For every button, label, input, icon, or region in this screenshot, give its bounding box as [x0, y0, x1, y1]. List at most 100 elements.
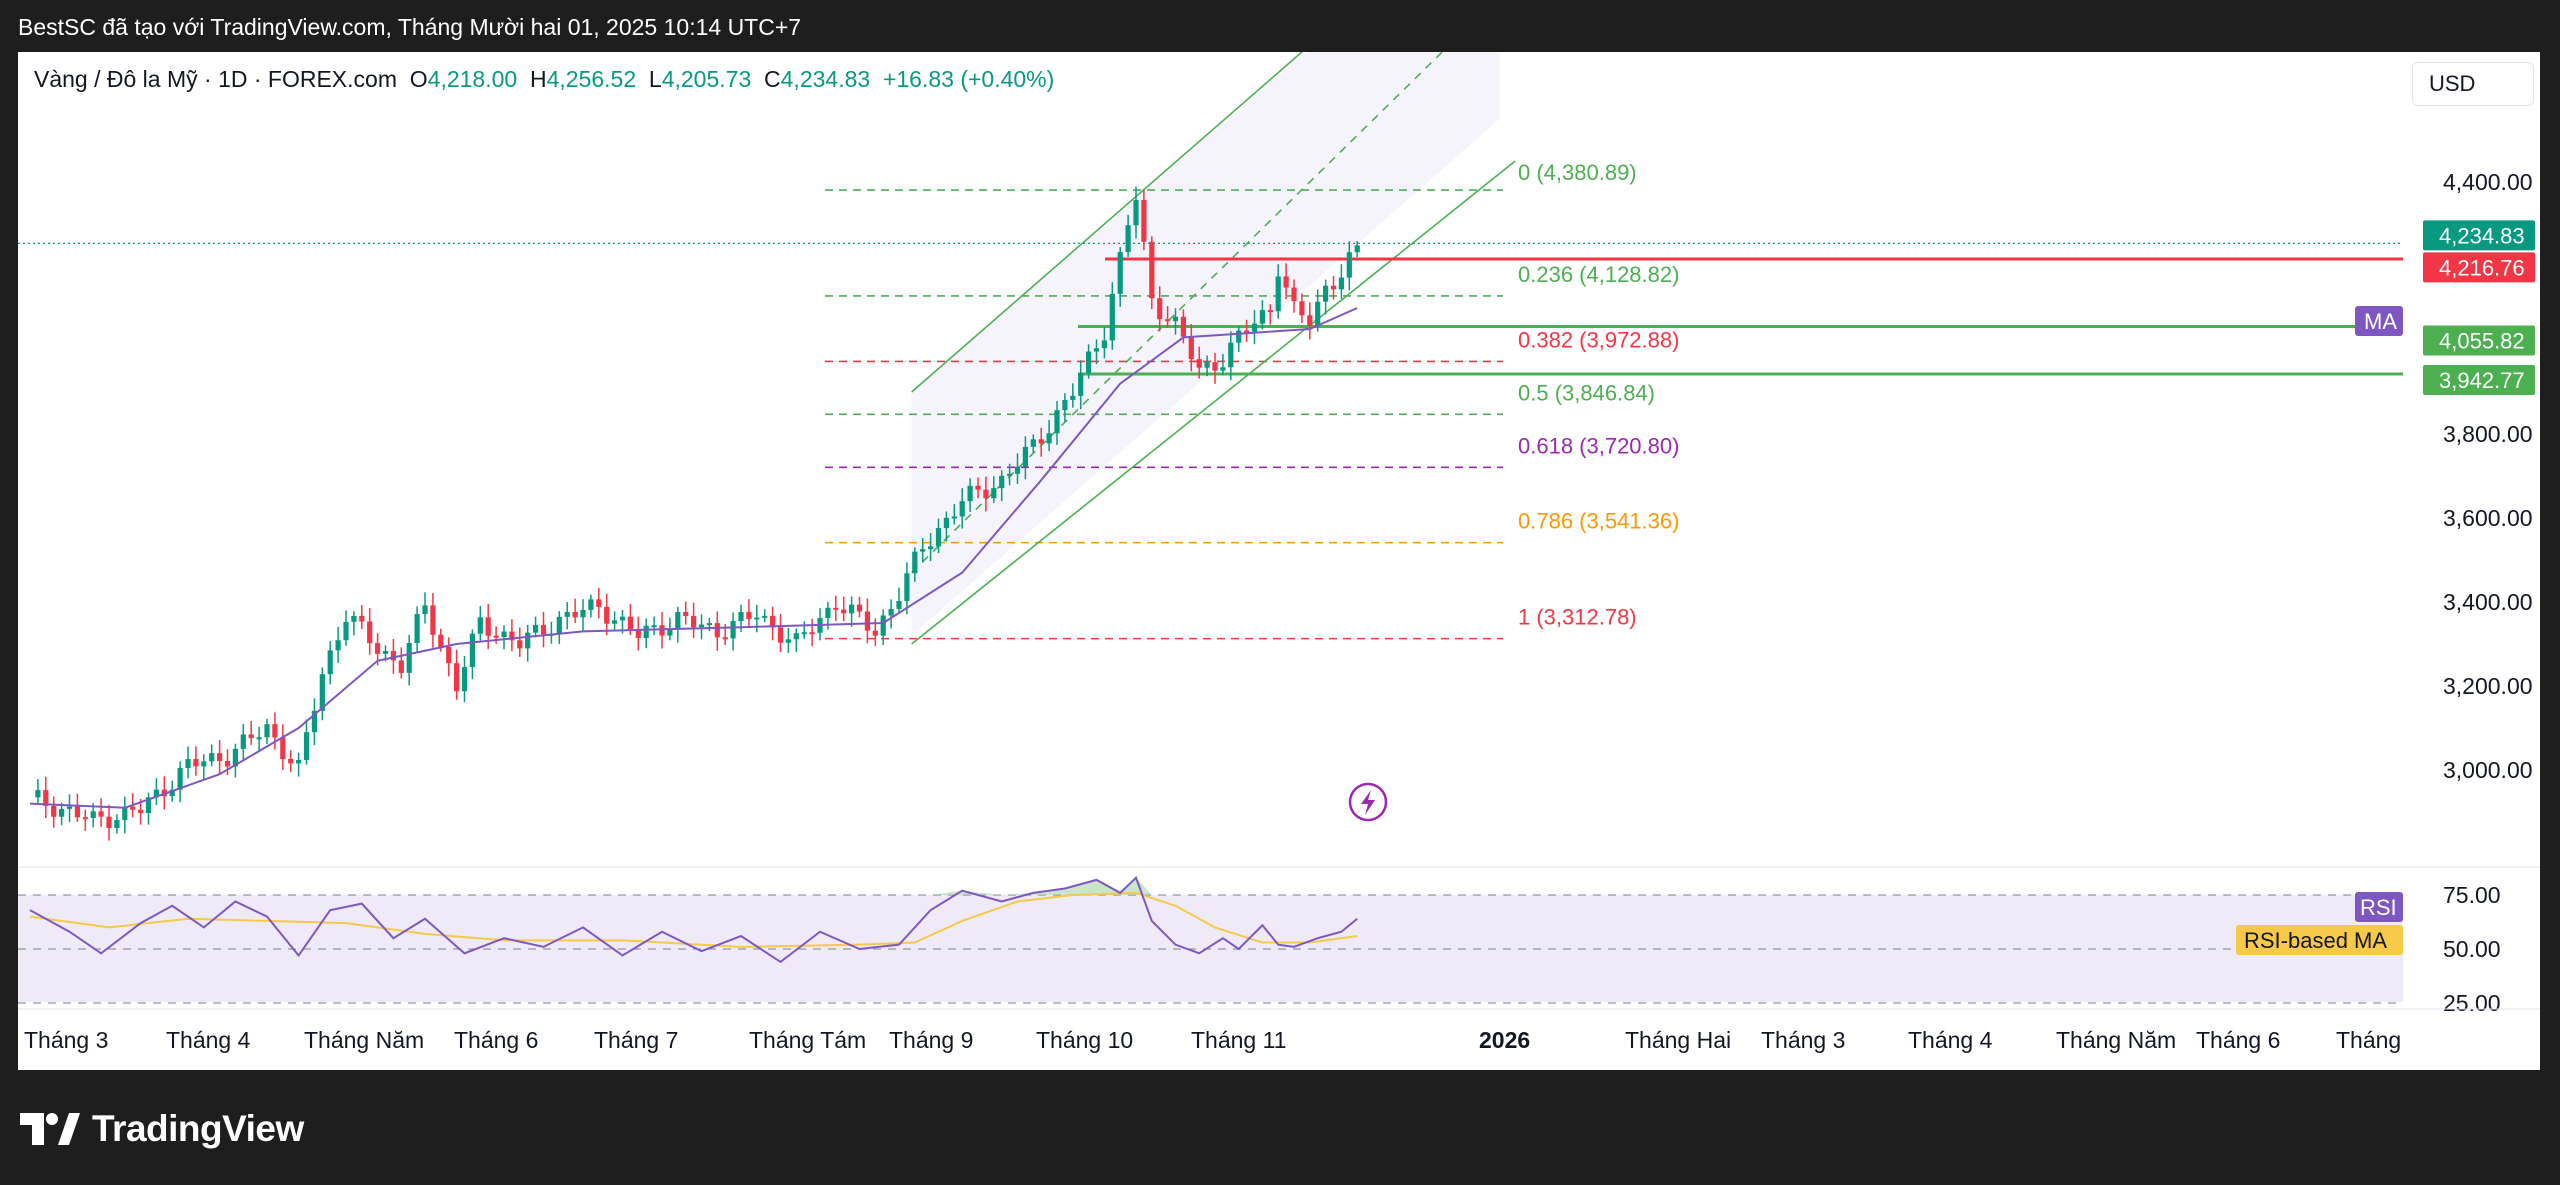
candle-body [991, 488, 997, 499]
candle-body [106, 816, 112, 828]
candle-body [793, 633, 799, 640]
candle-body [604, 606, 610, 624]
candle-body [43, 790, 49, 806]
candle-body [272, 724, 278, 738]
candle-body [588, 599, 594, 610]
fib-level-label: 0.236 (4,128.82) [1518, 262, 1679, 287]
candle-body [1299, 301, 1305, 316]
candle-body [1078, 372, 1084, 396]
candle-body [1141, 200, 1147, 242]
candle-body [525, 632, 531, 649]
time-axis-tick: Tháng 11 [1191, 1027, 1286, 1053]
candle-body [1038, 439, 1044, 444]
candle-body [1354, 245, 1360, 253]
candle-body [343, 621, 349, 641]
rsi-badge-label: RSI [2360, 895, 2397, 920]
candle-body [1180, 316, 1186, 337]
candle-body [904, 573, 910, 601]
chart-panel[interactable]: 0 (4,380.89) 0.236 (4,128.82) 0.382 (3,972… [18, 52, 2540, 1070]
rsi-badge-bg [2355, 892, 2403, 922]
price-axis-tick: 3,600.00 [2443, 505, 2533, 531]
candle-body [446, 646, 452, 664]
candle-body [177, 768, 183, 790]
candle-body [1267, 310, 1273, 313]
price-axis-tick: 3,400.00 [2443, 589, 2533, 615]
candle-body [635, 629, 641, 639]
candle-body [477, 617, 483, 634]
last-price-tag-bg [2423, 220, 2535, 251]
candle-body [762, 615, 768, 618]
candle-body [224, 760, 231, 767]
candle-body [1086, 351, 1092, 373]
candle-body [398, 660, 404, 673]
top-bar: BestSC đã tạo với TradingView.com, Tháng… [0, 0, 2560, 52]
candle-body [540, 624, 547, 635]
candle-body [240, 734, 246, 749]
candle-body [414, 614, 420, 644]
support-price-tag: 4,055.82 [2439, 329, 2525, 354]
time-axis-tick: Tháng Năm [2056, 1027, 2176, 1053]
candle-body [1283, 276, 1289, 288]
price-axis-tick: 3,200.00 [2443, 673, 2533, 699]
candle-body [691, 616, 697, 628]
time-axis-tick: Tháng Hai [1625, 1027, 1731, 1053]
candle-body [288, 758, 294, 764]
candle-body [1236, 330, 1242, 343]
fib-level-label: 0.5 (3,846.84) [1518, 380, 1655, 405]
candle-body [888, 608, 894, 616]
resistance-price-tag: 4,216.76 [2439, 255, 2525, 280]
ma-badge-bg [2355, 306, 2403, 336]
price-chart[interactable]: 0 (4,380.89) 0.236 (4,128.82) 0.382 (3,972… [18, 52, 2540, 1070]
moving-average-line [29, 307, 1358, 809]
candle-body [469, 633, 475, 668]
candle-body [1022, 446, 1028, 467]
rsi-ma-badge-label: RSI-based MA [2244, 928, 2387, 953]
candle-body [114, 820, 120, 828]
candle-body [856, 604, 863, 612]
time-axis-tick: Tháng 7 [594, 1027, 678, 1053]
candle-body [1062, 399, 1068, 411]
tradingview-logo[interactable]: TradingView [20, 1108, 304, 1150]
attribution-text: BestSC đã tạo với TradingView.com, Tháng… [18, 14, 802, 40]
candle-body [1070, 395, 1076, 400]
rsi-axis-tick: 75.00 [2443, 882, 2501, 908]
candle-body [912, 551, 918, 574]
currency-selector[interactable]: USD [2412, 62, 2534, 106]
symbol-name[interactable]: Vàng / Đô la Mỹ · 1D · FOREX.com [34, 66, 397, 92]
lightning-icon [1348, 782, 1388, 822]
candle-body [90, 811, 96, 818]
candle-body [777, 627, 784, 643]
channel-fill [911, 52, 1500, 636]
candle-body [1157, 298, 1163, 320]
time-axis-tick: Tháng 6 [2196, 1027, 2280, 1053]
channel-lower-line [911, 160, 1516, 645]
candle-body [1307, 315, 1313, 327]
candle-body [1204, 362, 1210, 368]
candle-body [619, 616, 626, 621]
candle-body [1212, 362, 1218, 371]
candles [35, 186, 1360, 841]
candle-body [485, 617, 491, 636]
ma-badge-label: MA [2364, 309, 2397, 334]
candle-body [1149, 241, 1155, 299]
candle-body [1251, 323, 1258, 332]
candle-body [153, 789, 159, 798]
resistance-price-tag-bg [2423, 252, 2535, 283]
candle-body [74, 806, 80, 818]
candle-body [193, 759, 199, 767]
candle-body [1338, 277, 1344, 290]
candle-body [935, 528, 942, 547]
rsi-ma-badge-bg [2236, 925, 2403, 955]
candle-body [596, 599, 602, 607]
candle-body [896, 600, 902, 609]
candle-body [738, 611, 744, 622]
candle-body [82, 817, 88, 820]
candle-body [809, 632, 815, 635]
candle-body [920, 549, 926, 552]
fib-level-label: 1 (3,312.78) [1518, 605, 1637, 630]
candle-body [367, 621, 373, 644]
candle-body [643, 625, 649, 639]
low-value: 4,205.73 [661, 66, 752, 92]
candle-body [1291, 287, 1297, 302]
candle-body [1109, 293, 1115, 341]
